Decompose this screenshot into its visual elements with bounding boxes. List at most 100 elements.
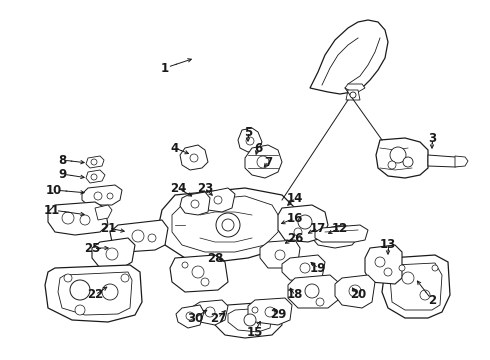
Circle shape: [402, 272, 414, 284]
Text: 23: 23: [197, 181, 213, 194]
Circle shape: [192, 266, 204, 278]
Text: 14: 14: [287, 192, 303, 204]
Polygon shape: [365, 245, 402, 284]
Polygon shape: [95, 205, 112, 220]
Text: 9: 9: [58, 167, 66, 180]
Polygon shape: [245, 145, 282, 178]
Circle shape: [403, 157, 413, 167]
Circle shape: [80, 215, 90, 225]
Circle shape: [275, 250, 285, 260]
Text: 22: 22: [87, 288, 103, 302]
Polygon shape: [312, 225, 358, 248]
Polygon shape: [260, 240, 300, 268]
Text: 8: 8: [58, 153, 66, 166]
Text: 10: 10: [46, 184, 62, 197]
Polygon shape: [110, 220, 168, 252]
Text: 25: 25: [84, 242, 100, 255]
Circle shape: [62, 212, 74, 224]
Circle shape: [205, 307, 215, 317]
Polygon shape: [158, 188, 295, 262]
Circle shape: [64, 274, 72, 282]
Polygon shape: [92, 238, 135, 268]
Text: 6: 6: [254, 141, 262, 154]
Polygon shape: [228, 308, 272, 332]
Polygon shape: [278, 205, 328, 242]
Circle shape: [107, 193, 113, 199]
Circle shape: [148, 234, 156, 242]
Polygon shape: [180, 192, 210, 215]
Text: 13: 13: [380, 238, 396, 252]
Text: 5: 5: [244, 126, 252, 139]
Polygon shape: [346, 90, 360, 100]
Circle shape: [316, 298, 324, 306]
Circle shape: [265, 307, 275, 317]
Text: 18: 18: [287, 288, 303, 302]
Text: 27: 27: [210, 311, 226, 324]
Polygon shape: [288, 275, 338, 308]
Circle shape: [132, 230, 144, 242]
Polygon shape: [382, 255, 450, 318]
Polygon shape: [86, 170, 105, 183]
Circle shape: [350, 92, 356, 98]
Polygon shape: [455, 156, 468, 167]
Polygon shape: [86, 156, 104, 168]
Text: 2: 2: [428, 293, 436, 306]
Polygon shape: [170, 255, 228, 292]
Polygon shape: [45, 265, 142, 322]
Circle shape: [70, 280, 90, 300]
Circle shape: [75, 305, 85, 315]
Text: 24: 24: [170, 181, 186, 194]
Polygon shape: [172, 196, 280, 252]
Text: 20: 20: [350, 288, 366, 302]
Text: 4: 4: [171, 141, 179, 154]
Polygon shape: [176, 305, 204, 328]
Circle shape: [201, 278, 209, 286]
Circle shape: [186, 312, 194, 320]
Circle shape: [91, 174, 97, 180]
Polygon shape: [428, 155, 462, 167]
Text: 28: 28: [207, 252, 223, 265]
Polygon shape: [48, 202, 108, 235]
Circle shape: [252, 307, 258, 313]
Polygon shape: [282, 255, 325, 282]
Circle shape: [399, 265, 405, 271]
Text: 16: 16: [287, 211, 303, 225]
Text: 30: 30: [187, 311, 203, 324]
Text: 1: 1: [161, 62, 169, 75]
Text: 21: 21: [100, 221, 116, 234]
Polygon shape: [248, 298, 292, 325]
Text: 12: 12: [332, 221, 348, 234]
Circle shape: [91, 159, 97, 165]
Circle shape: [182, 262, 188, 268]
Circle shape: [190, 154, 198, 162]
Circle shape: [246, 137, 254, 145]
Polygon shape: [310, 20, 388, 94]
Circle shape: [384, 268, 392, 276]
Circle shape: [300, 263, 310, 273]
Polygon shape: [238, 128, 262, 152]
Text: 3: 3: [428, 131, 436, 144]
Text: 11: 11: [44, 203, 60, 216]
Polygon shape: [315, 225, 368, 242]
Circle shape: [216, 213, 240, 237]
Polygon shape: [82, 185, 122, 205]
Polygon shape: [390, 263, 442, 310]
Circle shape: [222, 219, 234, 231]
Circle shape: [191, 200, 199, 208]
Circle shape: [121, 274, 129, 282]
Circle shape: [106, 248, 118, 260]
Circle shape: [257, 156, 269, 168]
Polygon shape: [376, 138, 428, 178]
Polygon shape: [202, 188, 235, 212]
Polygon shape: [215, 302, 282, 338]
Circle shape: [214, 196, 222, 204]
Polygon shape: [335, 275, 375, 308]
Text: 26: 26: [287, 231, 303, 244]
Text: 7: 7: [264, 156, 272, 168]
Text: 29: 29: [270, 309, 286, 321]
Circle shape: [375, 257, 385, 267]
Polygon shape: [345, 84, 365, 92]
Polygon shape: [58, 272, 132, 315]
Text: 17: 17: [310, 221, 326, 234]
Text: 15: 15: [247, 325, 263, 338]
